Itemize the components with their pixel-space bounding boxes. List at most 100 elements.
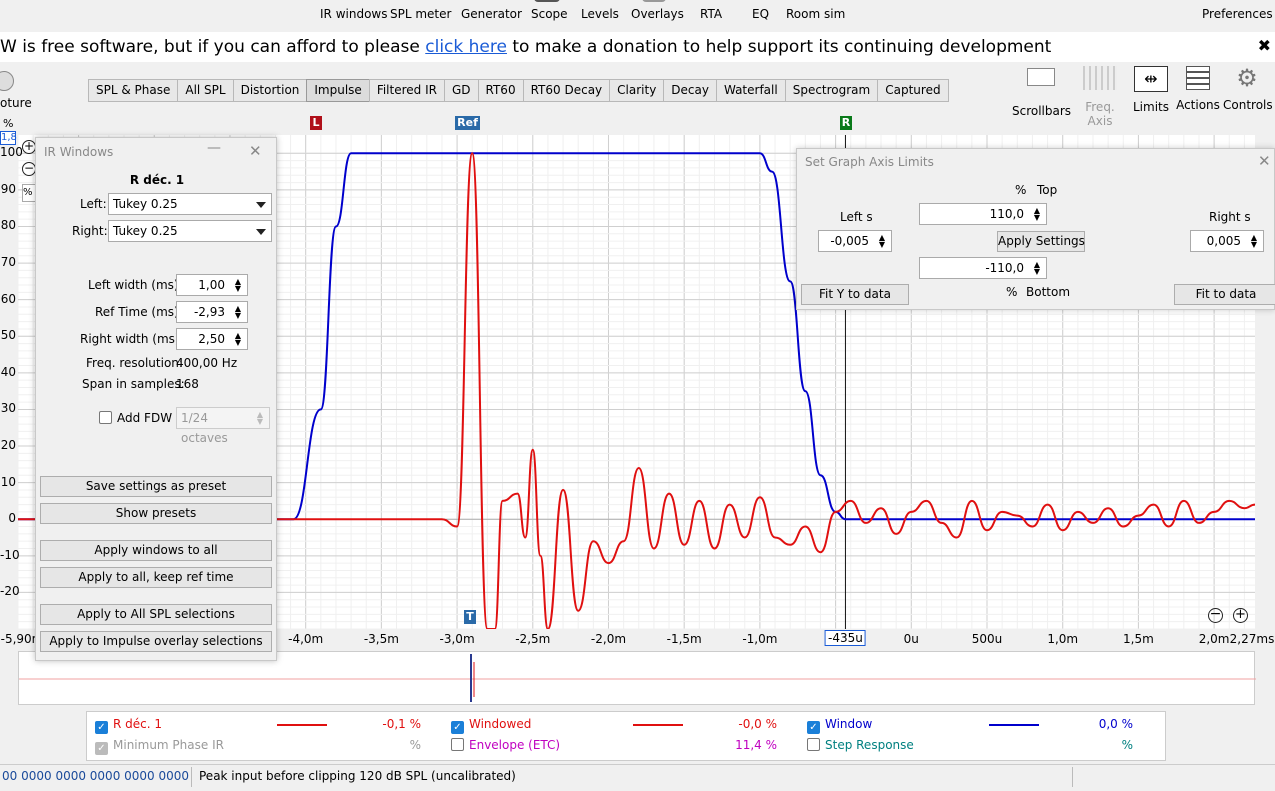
toolbar-preferences[interactable]: Preferences — [1202, 7, 1273, 21]
y-tick-label: -20 — [0, 584, 20, 599]
x-tick-label: 2,0m — [1198, 632, 1230, 646]
tab-distortion[interactable]: Distortion — [232, 79, 308, 102]
spinner-icon[interactable]: ▲ ▼ — [234, 304, 242, 320]
y-axis: 100 90 80 70 60 50 40 30 20 10 0 -10 -20 — [0, 135, 23, 629]
toolbar-overlays[interactable]: Overlays — [631, 7, 684, 21]
tab-rt60-decay[interactable]: RT60 Decay — [522, 79, 611, 102]
spinner-icon[interactable]: ▲ ▼ — [1033, 206, 1041, 222]
tab-waterfall[interactable]: Waterfall — [715, 79, 786, 102]
tab-clarity[interactable]: Clarity — [609, 79, 665, 102]
fdw-checkbox[interactable]: Add FDW — [99, 411, 172, 425]
spinner-icon: ▲ ▼ — [256, 410, 264, 426]
toolbar-eq[interactable]: EQ — [752, 7, 770, 21]
ref-time-input[interactable]: -2,93 ▲ ▼ — [176, 301, 248, 323]
close-icon[interactable]: ✕ — [249, 142, 262, 160]
right-window-marker[interactable]: R — [840, 116, 852, 130]
close-icon[interactable]: ✖ — [1257, 36, 1271, 55]
scope-icon — [534, 0, 560, 2]
checkbox-icon[interactable]: ✓ — [807, 721, 820, 734]
checkbox-icon[interactable]: ✓ — [451, 721, 464, 734]
toolbar-ir-windows[interactable]: IR windows — [320, 7, 388, 21]
tab-filtered-ir[interactable]: Filtered IR — [368, 79, 445, 102]
toolbar-room-sim[interactable]: Room sim — [786, 7, 846, 21]
spinner-icon[interactable]: ▲ ▼ — [234, 277, 242, 293]
y-zoom-in-icon[interactable]: + — [22, 139, 36, 154]
tab-gd[interactable]: GD — [443, 79, 479, 102]
y-zoom-out-icon[interactable]: − — [22, 161, 36, 176]
top-input[interactable]: 110,0 ▲ ▼ — [919, 203, 1047, 225]
scrollbars-icon — [1027, 68, 1055, 86]
checkbox-icon[interactable] — [807, 738, 820, 751]
right-width-label: Right width (ms): — [80, 332, 184, 346]
toolbar-generator[interactable]: Generator — [461, 7, 522, 21]
zoom-out-icon[interactable]: − — [1208, 606, 1223, 623]
close-icon[interactable]: ✕ — [1258, 152, 1271, 170]
capture-icon[interactable] — [0, 71, 14, 91]
toolbar-rta[interactable]: RTA — [700, 7, 723, 21]
legend-item[interactable]: Envelope (ETC) — [451, 738, 560, 752]
gear-icon: ⚙ — [1236, 64, 1258, 92]
legend-item[interactable]: ✓ Window — [807, 717, 872, 734]
actions-control[interactable]: Actions — [1176, 66, 1220, 112]
top-label: Top — [1037, 183, 1058, 197]
minimize-icon[interactable]: — — [207, 140, 221, 156]
spinner-icon[interactable]: ▲ ▼ — [234, 331, 242, 347]
x-tick-label: -2,5m — [515, 632, 551, 646]
y-tick-label: -10 — [0, 547, 20, 562]
legend-item[interactable]: ✓ R déc. 1 — [95, 717, 162, 734]
left-window-marker[interactable]: L — [310, 116, 322, 130]
tab-spl-phase[interactable]: SPL & Phase — [88, 79, 179, 102]
legend-value: -0,1 % — [382, 717, 421, 731]
tab-decay[interactable]: Decay — [663, 79, 717, 102]
legend-item[interactable]: ✓ Windowed — [451, 717, 531, 734]
legend-item[interactable]: Step Response — [807, 738, 914, 752]
zoom-in-icon[interactable]: + — [1233, 608, 1248, 623]
ir-windows-dialog: IR Windows — ✕ R déc. 1 Left: Tukey 0.25… — [35, 137, 277, 661]
legend-item[interactable]: ✓ Minimum Phase IR — [95, 738, 224, 755]
left-s-value: -0,005 — [830, 234, 869, 248]
tab-all-spl[interactable]: All SPL — [177, 79, 234, 102]
save-preset-button[interactable]: Save settings as preset — [40, 476, 272, 497]
spinner-icon[interactable]: ▲ ▼ — [878, 233, 886, 249]
tab-impulse[interactable]: Impulse — [306, 79, 370, 102]
freq-axis-control[interactable]: Freq. Axis — [1072, 66, 1128, 128]
limits-control[interactable]: ⇹ Limits — [1131, 66, 1171, 114]
spinner-icon[interactable]: ▲ ▼ — [1250, 233, 1258, 249]
apply-settings-button[interactable]: Apply Settings — [997, 231, 1085, 252]
show-presets-button[interactable]: Show presets — [40, 503, 272, 524]
toolbar-scope[interactable]: Scope — [531, 7, 568, 21]
checkbox-icon[interactable]: ✓ — [95, 721, 108, 734]
spinner-icon[interactable]: ▲ ▼ — [1033, 260, 1041, 276]
y-tick-label: 100 — [0, 145, 23, 160]
fit-y-button[interactable]: Fit Y to data — [801, 284, 909, 305]
scrollbars-control[interactable]: Scrollbars — [1012, 66, 1071, 118]
donation-link[interactable]: click here — [425, 37, 507, 57]
series-line-windowed — [18, 152, 1256, 631]
toolbar-levels[interactable]: Levels — [581, 7, 619, 21]
ref-marker[interactable]: Ref — [455, 116, 480, 130]
controls-control[interactable]: ⚙ Controls — [1223, 64, 1273, 112]
ref-time-label: Ref Time (ms): — [95, 305, 183, 319]
apply-impulse-overlay-button[interactable]: Apply to Impulse overlay selections — [40, 631, 272, 652]
left-s-input[interactable]: -0,005 ▲ ▼ — [818, 230, 892, 252]
right-width-input[interactable]: 2,50 ▲ ▼ — [176, 328, 248, 350]
right-s-input[interactable]: 0,005 ▲ ▼ — [1190, 230, 1264, 252]
toolbar-spl-meter[interactable]: SPL meter — [390, 7, 452, 21]
apply-all-keep-ref-button[interactable]: Apply to all, keep ref time — [40, 567, 272, 588]
y-unit-selector[interactable]: % — [22, 184, 36, 202]
left-window-select[interactable]: Tukey 0.25 — [108, 193, 272, 215]
tab-rt60[interactable]: RT60 — [477, 79, 524, 102]
tab-spectrogram[interactable]: Spectrogram — [784, 79, 879, 102]
right-window-select[interactable]: Tukey 0.25 — [108, 220, 272, 242]
fit-to-data-button[interactable]: Fit to data — [1174, 284, 1275, 305]
tab-captured[interactable]: Captured — [877, 79, 949, 102]
apply-windows-all-button[interactable]: Apply windows to all — [40, 540, 272, 561]
chevron-down-icon — [256, 202, 266, 208]
time-marker[interactable]: T — [464, 610, 476, 624]
x-tick-label: -4,0m — [288, 632, 324, 646]
left-width-input[interactable]: 1,00 ▲ ▼ — [176, 274, 248, 296]
bottom-input[interactable]: -110,0 ▲ ▼ — [919, 257, 1047, 279]
checkbox-icon[interactable]: ✓ — [95, 742, 108, 755]
checkbox-icon[interactable] — [451, 738, 464, 751]
apply-spl-selections-button[interactable]: Apply to All SPL selections — [40, 604, 272, 625]
